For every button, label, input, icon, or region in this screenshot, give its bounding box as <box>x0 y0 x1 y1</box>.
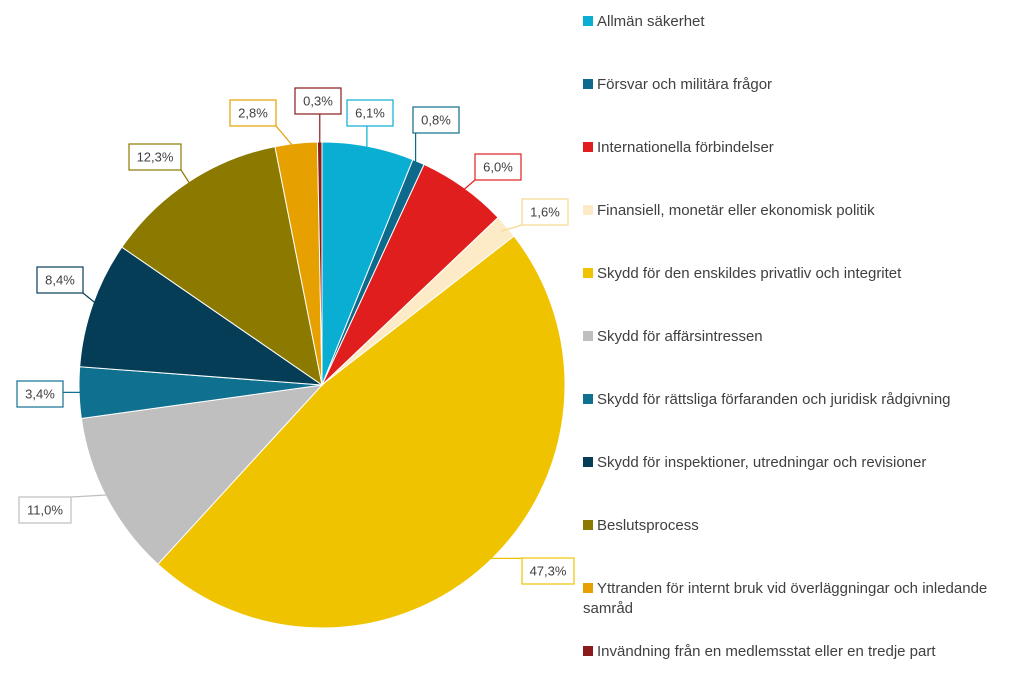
leader-line <box>275 125 298 152</box>
legend-swatch <box>583 583 593 593</box>
legend-item: Beslutsprocess <box>583 516 1003 536</box>
legend-item: Internationella förbindelser <box>583 138 1003 158</box>
legend-item: Finansiell, monetär eller ekonomisk poli… <box>583 201 1003 221</box>
legend-swatch <box>583 79 593 89</box>
data-label: 47,3% <box>530 563 567 578</box>
data-label: 3,4% <box>25 386 55 401</box>
legend-label: Skydd för den enskildes privatliv och in… <box>597 265 902 282</box>
leader-line <box>458 179 476 194</box>
pie-slice <box>157 235 566 629</box>
legend-label: Invändning från en medlemsstat eller en … <box>597 643 936 660</box>
leader-line <box>82 292 101 308</box>
legend-swatch <box>583 142 593 152</box>
label-box <box>229 99 277 127</box>
pie-slice <box>80 384 324 565</box>
leader-line <box>180 169 194 189</box>
label-box <box>18 496 72 524</box>
legend-label: Yttranden för internt bruk vid överläggn… <box>583 580 988 617</box>
legend-swatch <box>583 646 593 656</box>
pie-slice <box>79 246 324 386</box>
legend-item: Skydd för inspektioner, utredningar och … <box>583 453 1003 473</box>
data-label: 0,3% <box>303 93 333 108</box>
leader-line <box>500 224 523 232</box>
label-box <box>36 266 84 294</box>
legend-swatch <box>583 520 593 530</box>
legend-label: Finansiell, monetär eller ekonomisk poli… <box>597 202 875 219</box>
data-label: 6,0% <box>483 159 513 174</box>
legend-label: Försvar och militära frågor <box>597 76 773 93</box>
legend-swatch <box>583 331 593 341</box>
legend-label: Beslutsprocess <box>597 517 699 534</box>
legend-label: Skydd för affärsintressen <box>597 328 763 345</box>
label-box <box>521 557 575 585</box>
data-label: 11,0% <box>27 502 63 517</box>
legend-swatch <box>583 457 593 467</box>
label-box <box>294 87 342 115</box>
legend-item: Skydd för rättsliga förfaranden och juri… <box>583 390 1003 410</box>
label-box <box>16 380 64 408</box>
data-label: 2,8% <box>238 105 268 120</box>
legend-label: Allmän säkerhet <box>597 13 705 30</box>
legend-item: Skydd för den enskildes privatliv och in… <box>583 264 1003 284</box>
leader-line <box>70 494 114 498</box>
data-label: 0,8% <box>421 112 451 127</box>
label-box <box>474 153 522 181</box>
legend-item: Skydd för affärsintressen <box>583 327 1003 347</box>
legend-label: Internationella förbindelser <box>597 139 774 156</box>
legend-item: Yttranden för internt bruk vid överläggn… <box>583 579 1003 619</box>
label-box <box>128 143 182 171</box>
legend-swatch <box>583 394 593 404</box>
label-box <box>412 106 460 134</box>
legend-swatch <box>583 16 593 26</box>
legend-label: Skydd för rättsliga förfaranden och juri… <box>597 391 951 408</box>
legend-swatch <box>583 268 593 278</box>
label-box <box>346 99 394 127</box>
legend-item: Allmän säkerhet <box>583 12 1003 32</box>
legend-label: Skydd för inspektioner, utredningar och … <box>597 454 927 471</box>
label-box <box>521 198 569 226</box>
data-label: 6,1% <box>355 105 385 120</box>
legend-item: Invändning från en medlemsstat eller en … <box>583 642 1003 662</box>
legend-swatch <box>583 205 593 215</box>
legend-item: Försvar och militära frågor <box>583 75 1003 95</box>
data-label: 1,6% <box>530 204 560 219</box>
data-label: 8,4% <box>45 272 75 287</box>
data-label: 12,3% <box>137 149 174 164</box>
